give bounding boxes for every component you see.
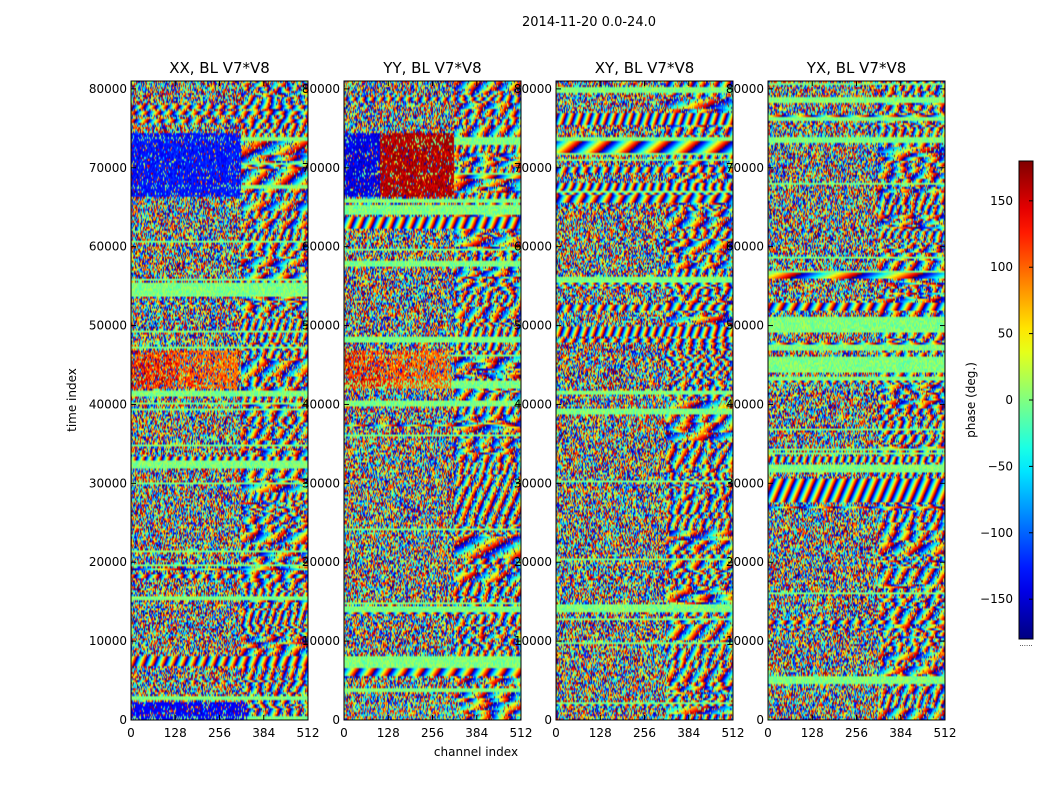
figure-title: 2014-11-20 0.0-24.0: [522, 15, 656, 30]
x-tick-label: 512: [722, 726, 745, 740]
y-tick-label: 20000: [726, 555, 764, 569]
colorbar-tick-label: 0: [1005, 393, 1013, 407]
heatmap-image-xx: [131, 81, 308, 720]
y-tick-label: 50000: [89, 319, 127, 333]
panel-title: XY, BL V7*V8: [595, 59, 695, 77]
x-tick-label: 128: [801, 726, 824, 740]
x-tick-label: 384: [677, 726, 700, 740]
y-tick-label: 60000: [514, 240, 552, 254]
y-tick-label: 40000: [514, 397, 552, 411]
x-tick-label: 512: [934, 726, 957, 740]
y-tick-label: 30000: [726, 476, 764, 490]
y-tick-label: 60000: [726, 240, 764, 254]
x-tick-label: 128: [164, 726, 187, 740]
y-tick-label: 70000: [89, 161, 127, 175]
heatmap-image-yx: [768, 81, 945, 720]
y-tick-label: 80000: [302, 82, 340, 96]
colorbar-label: phase (deg.): [964, 362, 978, 438]
x-tick-label: 128: [377, 726, 400, 740]
x-tick-label: 256: [845, 726, 868, 740]
y-tick-label: 70000: [726, 161, 764, 175]
y-tick-label: 60000: [89, 240, 127, 254]
y-tick-label: 80000: [514, 82, 552, 96]
y-tick-label: 80000: [726, 82, 764, 96]
y-tick-label: 20000: [89, 555, 127, 569]
y-tick-label: 70000: [302, 161, 340, 175]
panel-xx: XX, BL V7*V8 0 128 256 384 512 0 10000 20000 3000…: [89, 59, 320, 740]
y-tick-label: 60000: [302, 240, 340, 254]
y-tick-label: 50000: [302, 319, 340, 333]
y-tick-label: 70000: [514, 161, 552, 175]
y-tick-label: 10000: [514, 634, 552, 648]
x-axis-label: channel index: [434, 745, 518, 759]
y-tick-label: 10000: [89, 634, 127, 648]
y-tick-label: 0: [756, 713, 764, 727]
panel-title: YY, BL V7*V8: [382, 59, 481, 77]
colorbar-tick-label: −150: [980, 592, 1013, 606]
y-tick-label: 30000: [514, 476, 552, 490]
y-axis-label: time index: [65, 368, 79, 432]
x-tick-label: 256: [208, 726, 231, 740]
colorbar: −150 −100 −50 0 50 100 150 phase (deg.)......: [964, 160, 1034, 648]
x-tick-label: 384: [465, 726, 488, 740]
y-tick-label: 40000: [726, 397, 764, 411]
heatmap-image-xy: [556, 81, 733, 720]
panel-xy: XY, BL V7*V8 0 128 256 384 512 0 10000 20000 3000…: [514, 59, 745, 740]
y-tick-label: 20000: [302, 555, 340, 569]
x-tick-label: 0: [127, 726, 135, 740]
x-tick-label: 512: [510, 726, 533, 740]
colorbar-tick-label: 150: [990, 194, 1013, 208]
y-tick-label: 20000: [514, 555, 552, 569]
x-tick-label: 384: [889, 726, 912, 740]
y-tick-label: 30000: [89, 476, 127, 490]
x-tick-label: 256: [633, 726, 656, 740]
x-tick-label: 128: [589, 726, 612, 740]
y-tick-label: 10000: [726, 634, 764, 648]
y-tick-label: 0: [544, 713, 552, 727]
panel-title: YX, BL V7*V8: [806, 59, 907, 77]
colorbar-tick-label: 50: [998, 327, 1013, 341]
heatmap-image-yy: [344, 81, 521, 720]
panel-yy: YY, BL V7*V8 0 128 256 384 512 0 10000 20000 3000…: [302, 59, 533, 740]
y-tick-label: 40000: [89, 397, 127, 411]
y-tick-label: 50000: [514, 319, 552, 333]
y-tick-label: 30000: [302, 476, 340, 490]
y-tick-label: 50000: [726, 319, 764, 333]
x-tick-label: 0: [552, 726, 560, 740]
colorbar-tick-label: −50: [988, 459, 1013, 473]
colorbar-footer: ......: [1019, 640, 1032, 648]
y-tick-label: 40000: [302, 397, 340, 411]
y-tick-label: 10000: [302, 634, 340, 648]
heatmap-panels: XX, BL V7*V8 0 128 256 384 512 0 10000 20000 3000…: [89, 59, 957, 740]
x-tick-label: 384: [252, 726, 275, 740]
x-tick-label: 0: [340, 726, 348, 740]
x-tick-label: 256: [421, 726, 444, 740]
panel-yx: YX, BL V7*V8 0 128 256 384 512 0 10000 20000 3000…: [726, 59, 957, 740]
colorbar-tick-label: −100: [980, 526, 1013, 540]
y-tick-label: 80000: [89, 82, 127, 96]
panel-title: XX, BL V7*V8: [169, 59, 270, 77]
x-tick-label: 512: [297, 726, 320, 740]
x-tick-label: 0: [764, 726, 772, 740]
y-tick-label: 0: [119, 713, 127, 727]
colorbar-tick-label: 100: [990, 260, 1013, 274]
y-tick-label: 0: [332, 713, 340, 727]
